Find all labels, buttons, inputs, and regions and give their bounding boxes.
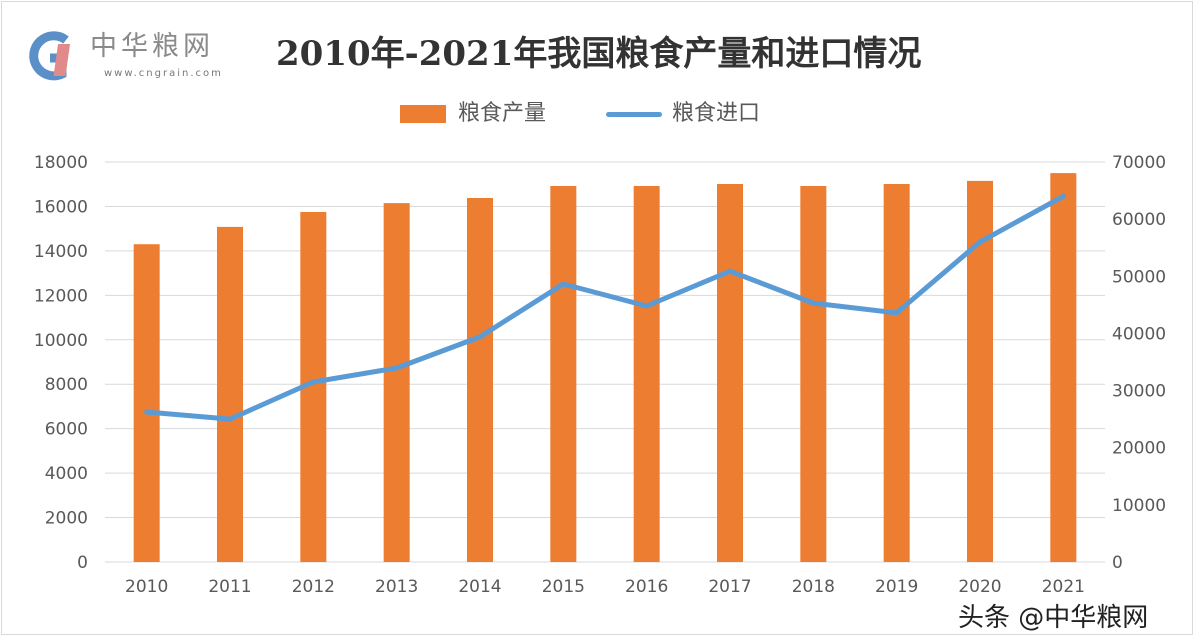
bar-2019 <box>883 184 910 562</box>
import-line <box>144 193 1066 422</box>
logo-text: 中华粮网 <box>90 31 214 62</box>
x-axis-tick: 2010 <box>125 577 168 597</box>
x-axis-tick: 2019 <box>875 577 918 597</box>
import-point-2012 <box>310 379 316 385</box>
left-axis-tick: 12000 <box>34 286 88 306</box>
x-axis-tick: 2016 <box>625 577 668 597</box>
x-axis-tick: 2013 <box>375 577 418 597</box>
left-axis-tick: 8000 <box>45 375 88 395</box>
left-axis-tick: 4000 <box>45 464 88 484</box>
bar-2017 <box>717 184 743 562</box>
legend-line-swatch <box>606 111 663 117</box>
import-point-2013 <box>394 365 400 371</box>
import-point-2020 <box>977 239 983 245</box>
bar-2018 <box>800 186 827 562</box>
chart-title: 2010年-2021年我国粮食产量和进口情况 <box>276 34 922 74</box>
x-axis-tick: 2014 <box>458 577 501 597</box>
left-axis-tick: 6000 <box>45 420 88 440</box>
import-point-2021 <box>1060 193 1066 199</box>
legend-item-import: 粮食进口 <box>606 100 760 128</box>
x-axis-tick: 2011 <box>208 577 251 597</box>
logo-url: www.cngrain.com <box>104 68 223 79</box>
logo: 中华粮网 www.cngrain.com <box>22 30 252 90</box>
legend-item-production: 粮食产量 <box>400 100 546 128</box>
legend-bar-swatch <box>400 105 446 123</box>
bar-2011 <box>217 226 243 562</box>
bar-2013 <box>383 203 410 562</box>
bar-2016 <box>633 186 660 562</box>
import-point-2010 <box>144 409 150 415</box>
x-axis-tick: 2020 <box>958 577 1001 597</box>
right-axis-tick: 20000 <box>1112 439 1166 459</box>
legend-label: 粮食产量 <box>458 101 547 126</box>
bar-2021 <box>1050 173 1077 562</box>
import-point-2016 <box>644 303 650 309</box>
left-axis-tick: 0 <box>77 553 88 573</box>
logo-g-icon <box>29 31 71 81</box>
x-axis-tick: 2018 <box>792 577 835 597</box>
right-axis-tick: 70000 <box>1112 153 1166 173</box>
right-axis-tick: 40000 <box>1112 324 1166 344</box>
bar-2014 <box>467 198 493 562</box>
right-axis-tick: 10000 <box>1112 496 1166 516</box>
import-point-2017 <box>727 268 733 274</box>
watermark: 头条 @中华粮网 <box>958 603 1149 633</box>
legend: 粮食产量 粮食进口 <box>400 100 820 128</box>
import-point-2011 <box>227 416 233 422</box>
import-point-2014 <box>477 334 483 340</box>
import-point-2018 <box>810 300 816 306</box>
import-point-2019 <box>894 310 900 316</box>
legend-label: 粮食进口 <box>672 101 761 126</box>
import-point-2015 <box>560 281 566 287</box>
right-axis-tick: 50000 <box>1112 267 1166 287</box>
x-axis-tick: 2021 <box>1042 577 1085 597</box>
right-axis-tick: 0 <box>1112 553 1123 573</box>
left-axis-tick: 18000 <box>34 153 88 173</box>
left-axis-tick: 10000 <box>34 331 88 351</box>
x-axis-tick: 2017 <box>708 577 751 597</box>
right-axis-tick: 30000 <box>1112 382 1166 402</box>
left-axis-tick: 14000 <box>34 242 88 262</box>
bar-2015 <box>550 186 577 562</box>
right-axis-tick: 60000 <box>1112 210 1166 230</box>
bar-2010 <box>133 244 160 562</box>
left-axis-tick: 16000 <box>34 197 88 217</box>
x-axis-tick: 2015 <box>542 577 585 597</box>
x-axis-tick: 2012 <box>292 577 335 597</box>
left-axis-tick: 2000 <box>45 509 88 529</box>
